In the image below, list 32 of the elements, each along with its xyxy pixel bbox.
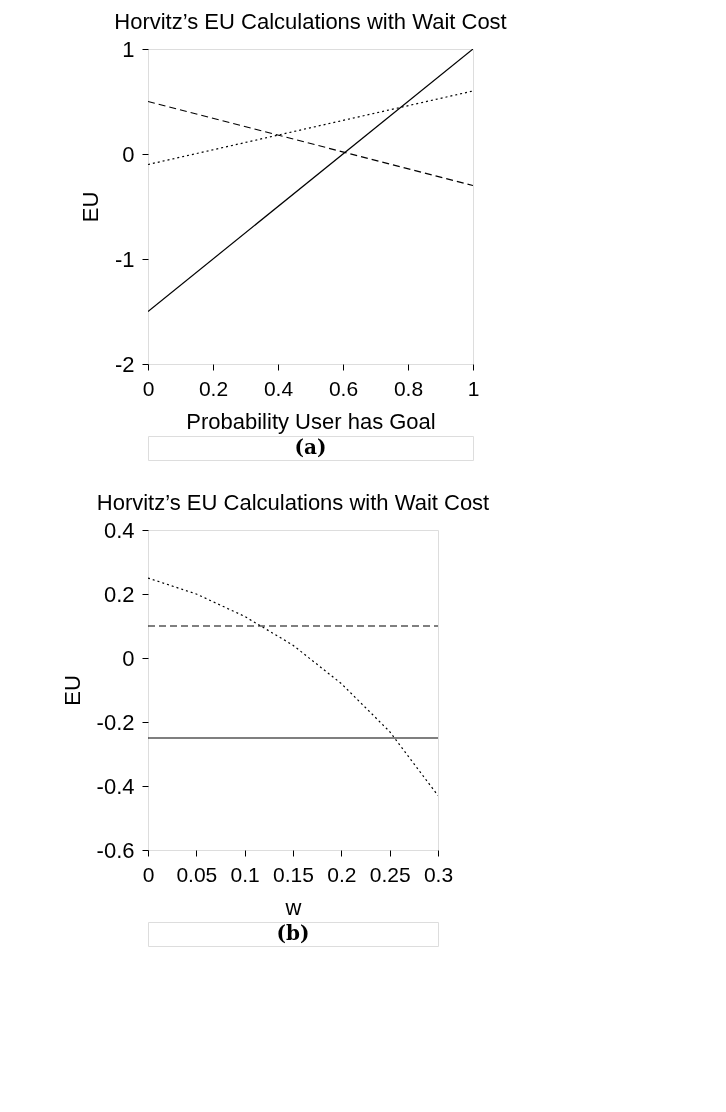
x-tick-label: 0 — [142, 862, 155, 886]
y-tick-label: -1 — [114, 246, 135, 272]
y-tick-label: -0.4 — [96, 773, 135, 799]
x-tick-label: 1 — [467, 376, 480, 400]
x-tick-label: 0.3 — [423, 862, 454, 886]
x-tick-label: 0.6 — [328, 376, 359, 400]
x-tick-label: 0.15 — [273, 862, 314, 886]
y-axis-title: EU — [59, 675, 85, 706]
y-tick-label: 0 — [122, 645, 135, 671]
x-axis-title: Probability User has Goal — [186, 408, 436, 434]
text: (a) — [294, 435, 327, 459]
x-tick-label: 0 — [142, 376, 155, 400]
x-tick-label: 0.2 — [327, 862, 357, 886]
x-tick-label: 0.25 — [369, 862, 411, 886]
y-tick-label: -0.2 — [96, 709, 135, 735]
y-tick-label: 0.4 — [103, 517, 135, 543]
x-tick-label: 0.05 — [176, 862, 218, 886]
y-tick-label: 0.2 — [103, 581, 135, 607]
x-tick-label: 0.8 — [393, 376, 424, 400]
x-tick-label: 0.2 — [198, 376, 229, 400]
x-tick-label: 0.1 — [230, 862, 260, 886]
x-axis-title: w — [284, 894, 302, 920]
line-series — [148, 577, 438, 797]
chart-title: Horvitz’s EU Calculations with Wait Cost — [114, 9, 507, 34]
y-tick-label: -2 — [114, 351, 135, 377]
x-tick-label: 0.4 — [263, 376, 294, 400]
y-tick-label: 1 — [122, 36, 135, 62]
y-tick-label: 0 — [122, 141, 135, 167]
chart-title: Horvitz’s EU Calculations with Wait Cost — [96, 490, 490, 515]
y-tick-label: -0.6 — [96, 837, 135, 863]
y-axis-title: EU — [77, 191, 103, 223]
text: (b) — [276, 921, 310, 945]
